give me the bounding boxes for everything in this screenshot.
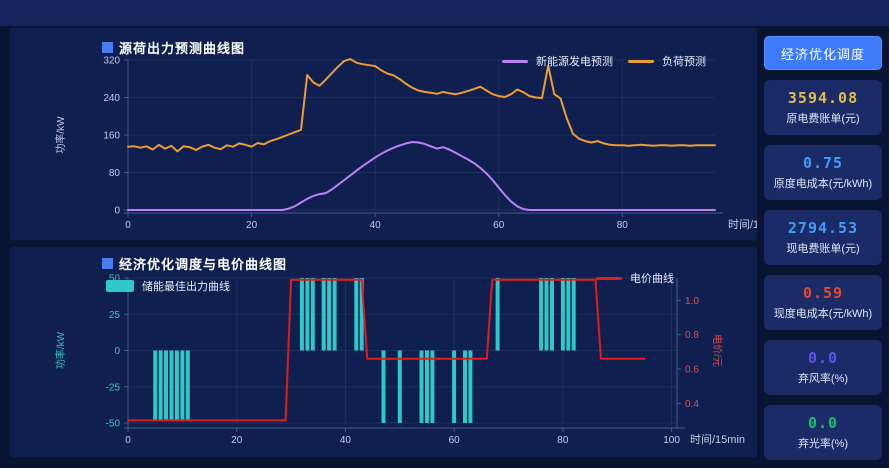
svg-text:电价/元: 电价/元	[711, 334, 724, 367]
pv-forecast-line-icon	[502, 59, 528, 63]
svg-text:25: 25	[109, 310, 121, 321]
title-bullet-icon	[102, 42, 113, 53]
load-forecast-line-icon	[628, 59, 654, 63]
legend-item-price-curve[interactable]: 电价曲线	[596, 270, 674, 286]
svg-text:40: 40	[340, 435, 352, 446]
stat-label: 原度电成本(元/kWh)	[773, 178, 873, 190]
stat-value: 0.0	[807, 414, 839, 432]
stat-value: 0.0	[807, 349, 839, 367]
dispatch-price-chart[interactable]: 0 20 40 60 80 100 时间/15min -50 -25 0 25 50 功率/kW 0.4 0…	[10, 247, 757, 457]
legend-item-storage-output[interactable]: 储能最佳出力曲线	[106, 278, 230, 294]
legend-item-pv-forecast[interactable]: 新能源发电预测	[502, 53, 613, 69]
svg-text:1.0: 1.0	[685, 296, 699, 307]
svg-text:320: 320	[103, 56, 120, 67]
stat-card-wind-curtailment: 0.0 弃风率(%)	[764, 340, 882, 395]
svg-text:60: 60	[493, 220, 505, 231]
svg-text:240: 240	[103, 93, 120, 104]
svg-text:80: 80	[109, 168, 121, 179]
stat-label: 现电费账单(元)	[786, 243, 860, 255]
svg-text:0.4: 0.4	[685, 399, 699, 410]
chart-title-text: 源荷出力预测曲线图	[119, 41, 246, 56]
svg-text:50: 50	[109, 274, 121, 285]
stat-card-original-unit-cost: 0.75 原度电成本(元/kWh)	[764, 145, 882, 200]
svg-text:80: 80	[557, 435, 569, 446]
svg-text:0: 0	[114, 206, 120, 217]
source-load-forecast-panel: 0 20 40 60 80 时间/15min 0 80 160 240 320 功率/kW 源荷出力预…	[10, 28, 757, 240]
stat-label: 现度电成本(元/kWh)	[773, 308, 873, 320]
top-bar	[0, 0, 889, 26]
stat-label: 弃风率(%)	[797, 373, 849, 385]
stat-card-solar-curtailment: 0.0 弃光率(%)	[764, 405, 882, 460]
svg-text:功率/kW: 功率/kW	[54, 331, 67, 369]
svg-text:0: 0	[125, 435, 131, 446]
legend-label: 储能最佳出力曲线	[142, 281, 230, 293]
svg-text:功率/kW: 功率/kW	[54, 116, 67, 154]
stat-card-current-bill: 2794.53 现电费账单(元)	[764, 210, 882, 265]
svg-text:80: 80	[617, 220, 629, 231]
storage-bar-icon	[106, 280, 134, 292]
svg-text:0: 0	[114, 346, 120, 357]
legend-label: 电价曲线	[630, 273, 674, 285]
chart-title-source-load: 源荷出力预测曲线图	[102, 38, 245, 57]
svg-text:40: 40	[370, 220, 382, 231]
stat-label: 弃光率(%)	[797, 438, 849, 450]
svg-text:0.6: 0.6	[685, 364, 699, 375]
legend-label: 新能源发电预测	[536, 56, 613, 68]
stat-value: 0.59	[802, 284, 844, 302]
title-bullet-icon	[102, 258, 113, 269]
chart-title-dispatch-price: 经济优化调度与电价曲线图	[102, 254, 287, 273]
stat-value: 3594.08	[787, 89, 859, 107]
svg-text:时间/15min: 时间/15min	[728, 218, 757, 231]
legend-label: 负荷预测	[662, 56, 706, 68]
svg-text:-50: -50	[106, 419, 121, 430]
legend-item-load-forecast[interactable]: 负荷预测	[628, 53, 706, 69]
stat-value: 2794.53	[787, 219, 859, 237]
svg-text:20: 20	[231, 435, 243, 446]
economic-dispatch-button[interactable]: 经济优化调度	[764, 36, 882, 70]
price-line-icon	[596, 276, 622, 280]
svg-text:时间/15min: 时间/15min	[690, 433, 745, 446]
stat-card-original-bill: 3594.08 原电费账单(元)	[764, 80, 882, 135]
kpi-sidebar: 经济优化调度 3594.08 原电费账单(元) 0.75 原度电成本(元/kWh…	[764, 28, 882, 460]
svg-text:100: 100	[663, 435, 680, 446]
svg-text:160: 160	[103, 131, 120, 142]
svg-text:60: 60	[449, 435, 461, 446]
svg-text:0.8: 0.8	[685, 330, 699, 341]
source-load-forecast-chart[interactable]: 0 20 40 60 80 时间/15min 0 80 160 240 320 功率/kW	[10, 28, 757, 240]
chart-title-text: 经济优化调度与电价曲线图	[119, 257, 288, 272]
svg-text:-25: -25	[106, 382, 121, 393]
stat-label: 原电费账单(元)	[786, 113, 860, 125]
stat-card-current-unit-cost: 0.59 现度电成本(元/kWh)	[764, 275, 882, 330]
svg-text:0: 0	[125, 220, 131, 231]
svg-text:20: 20	[246, 220, 258, 231]
stat-value: 0.75	[802, 154, 844, 172]
dispatch-price-panel: 0 20 40 60 80 100 时间/15min -50 -25 0 25 50 功率/kW 0.4 0…	[10, 247, 757, 457]
